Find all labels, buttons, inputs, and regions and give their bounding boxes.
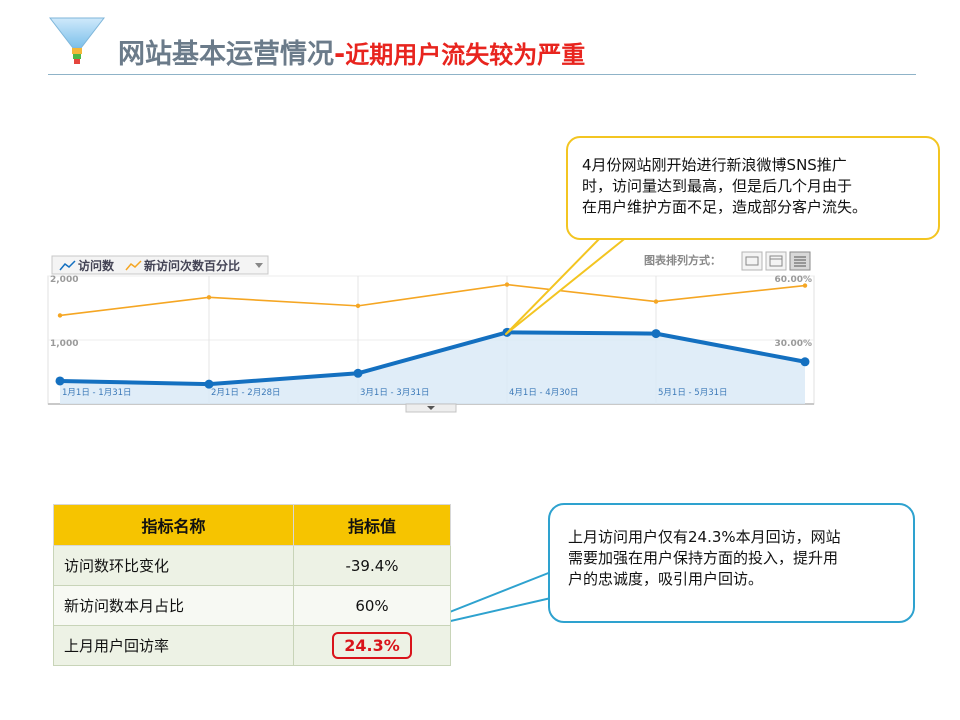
layout-label: 图表排列方式： — [644, 253, 721, 267]
visits-point[interactable] — [353, 368, 363, 378]
x-tick-label: 2月1日 - 2月28日 — [211, 388, 281, 398]
metric-value: -39.4% — [293, 545, 451, 586]
funnel-icon — [48, 17, 106, 64]
legend-dropdown-icon[interactable] — [255, 263, 263, 268]
x-tick-label: 4月1日 - 4月30日 — [509, 388, 579, 398]
chart-widget: 访问数 新访问次数百分比 图表排列方式： 2,000 1,000 60.0 — [46, 246, 820, 420]
title-divider — [48, 74, 916, 75]
series-line-new-visit-pct — [59, 283, 806, 317]
callout1-line: 在用户维护方面不足，造成部分客户流失。 — [582, 198, 868, 216]
table-header-row: 指标名称 指标值 — [53, 504, 451, 546]
layout-button-1[interactable] — [741, 251, 763, 271]
visits-area-fill — [60, 332, 805, 404]
new-visit-pct-point[interactable] — [355, 303, 361, 309]
table-row: 上月用户回访率 24.3% — [53, 625, 451, 666]
new-visit-pct-point[interactable] — [802, 283, 808, 288]
visits-point[interactable] — [800, 357, 810, 367]
metric-value-cell: 24.3% — [293, 625, 451, 666]
callout2-line: 上月访问用户仅有24.3%本月回访，网站 — [568, 528, 841, 546]
highlighted-metric-value: 24.3% — [332, 632, 412, 659]
new-visit-pct-point[interactable] — [206, 295, 212, 300]
metric-name: 新访问数本月占比 — [53, 585, 294, 626]
metric-value: 60% — [293, 585, 451, 626]
visits-point[interactable] — [204, 379, 214, 389]
legend-tab — [51, 255, 269, 275]
callout2-line: 户的忠诚度，吸引用户回访。 — [568, 570, 764, 588]
table-row: 新访问数本月占比 60% — [53, 585, 451, 626]
callout1-line: 时，访问量达到最高，但是后几个月由于 — [582, 177, 853, 195]
layout-button-3-active[interactable] — [789, 251, 811, 271]
series-line-visits — [59, 330, 806, 387]
title-dash: - — [334, 39, 346, 70]
x-tick-label: 1月1日 - 1月31日 — [62, 388, 132, 398]
metric-name: 上月用户回访率 — [53, 625, 294, 666]
layout-button-2[interactable] — [765, 251, 787, 271]
y-left-tick-label: 1,000 — [50, 339, 78, 349]
visits-area — [60, 332, 805, 404]
legend-visits-label[interactable]: 访问数 — [78, 258, 115, 273]
axis-labels: 2,000 1,000 60.00% 30.00% 1月1日 - 1月31日 2月1日 -… — [50, 275, 812, 398]
title-subtitle: 近期用户流失较为严重 — [345, 41, 586, 69]
series-lines — [59, 283, 806, 387]
table-row: 访问数环比变化 -39.4% — [53, 545, 451, 586]
new-visit-pct-point[interactable] — [653, 299, 659, 304]
legend-new-visits-label[interactable]: 新访问次数百分比 — [144, 258, 240, 273]
visits-point[interactable] — [502, 327, 512, 337]
x-tick-label: 3月1日 - 3月31日 — [360, 388, 430, 398]
header-metric-value: 指标值 — [293, 504, 451, 546]
expand-chevron-icon — [427, 406, 435, 410]
y-left-tick-label: 2,000 — [50, 275, 78, 285]
visits-point[interactable] — [651, 329, 661, 339]
y-right-tick-label: 60.00% — [775, 275, 813, 285]
legend-visits-icon — [59, 260, 76, 271]
title-main: 网站基本运营情况 — [118, 39, 334, 70]
y-right-tick-label: 30.00% — [775, 339, 813, 349]
callout2-line: 需要加强在用户保持方面的投入，提升用 — [568, 549, 839, 567]
new-visit-pct-point[interactable] — [504, 282, 510, 287]
metric-name: 访问数环比变化 — [53, 545, 294, 586]
legend-new-visits-icon — [125, 260, 142, 271]
page-title: 网站基本运营情况-近期用户流失较为严重 — [118, 32, 585, 71]
x-tick-label: 5月1日 - 5月31日 — [658, 388, 728, 398]
callout1-line: 4月份网站刚开始进行新浪微博SNS推广 — [582, 156, 847, 174]
header-metric-name: 指标名称 — [53, 504, 294, 546]
callout-april-peak: 4月份网站刚开始进行新浪微博SNS推广 时，访问量达到最高，但是后几个月由于 在… — [566, 136, 940, 240]
new-visit-pct-point[interactable] — [57, 313, 63, 318]
metrics-table: 指标名称 指标值 访问数环比变化 -39.4% 新访问数本月占比 60% 上月用… — [53, 504, 451, 666]
callout-revisit-rate: 上月访问用户仅有24.3%本月回访，网站 需要加强在用户保持方面的投入，提升用 … — [548, 503, 915, 623]
visits-point[interactable] — [55, 376, 65, 386]
